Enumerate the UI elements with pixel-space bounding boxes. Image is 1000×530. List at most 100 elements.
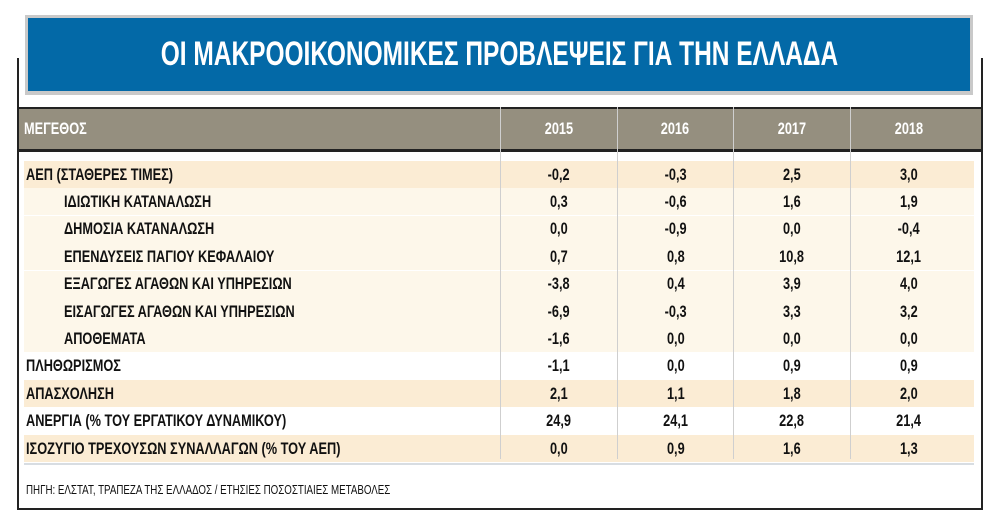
value-text: 2,1: [549, 383, 568, 403]
value-text: 0,0: [666, 356, 685, 376]
value-cell-2017: 1,6: [733, 435, 850, 462]
value-cell-2016: -0,6: [617, 188, 734, 215]
value-text: -0,3: [664, 301, 687, 321]
header-2017: 2017: [777, 119, 806, 138]
value-text: -0,2: [547, 164, 570, 184]
value-text: 2,0: [899, 383, 918, 403]
column-divider: [617, 107, 618, 459]
value-text: -6,9: [547, 301, 570, 321]
row-label: ΑΠΟΘΕΜΑΤΑ: [64, 328, 146, 348]
header-2016: 2016: [660, 119, 690, 138]
value-text: 0,0: [782, 328, 801, 348]
row-label: ΕΙΣΑΓΩΓΕΣ ΑΓΑΘΩΝ ΚΑΙ ΥΠΗΡΕΣΙΩΝ: [64, 301, 295, 321]
header-2015: 2015: [544, 119, 573, 138]
value-text: -0,3: [664, 164, 687, 184]
value-text: 24,1: [663, 411, 688, 431]
value-cell-2015: -0,2: [500, 161, 617, 188]
value-cell-2018: 2,0: [850, 380, 967, 407]
value-cell-2017: 1,8: [733, 380, 850, 407]
table-row: ΙΣΟΖΥΓΙΟ ΤΡΕΧΟΥΣΩΝ ΣΥΝΑΛΛΑΓΩΝ (% ΤΟΥ ΑΕΠ…: [24, 435, 974, 462]
value-text: -1,1: [547, 356, 570, 376]
table-bottom-rule: [24, 463, 974, 465]
table-row: ΑΕΠ (ΣΤΑΘΕΡΕΣ ΤΙΜΕΣ) -0,2 -0,3 2,5 3,0: [24, 161, 974, 188]
value-cell-2018: 1,9: [850, 188, 967, 215]
value-text: 21,4: [896, 411, 921, 431]
value-text: 1,1: [666, 383, 685, 403]
row-label: ΑΝΕΡΓΙΑ (% ΤΟΥ ΕΡΓΑΤΙΚΟΥ ΔΥΝΑΜΙΚΟΥ): [26, 411, 287, 431]
row-label: ΑΠΑΣΧΟΛΗΣΗ: [26, 383, 114, 403]
value-text: 0,8: [666, 246, 685, 266]
row-label: ΙΣΟΖΥΓΙΟ ΤΡΕΧΟΥΣΩΝ ΣΥΝΑΛΛΑΓΩΝ (% ΤΟΥ ΑΕΠ…: [26, 438, 341, 458]
value-text: 1,6: [782, 191, 801, 211]
value-cell-2018: 3,2: [850, 298, 967, 325]
value-cell-2016: 0,8: [617, 243, 734, 270]
value-cell-2016: -0,3: [617, 161, 734, 188]
row-label: ΔΗΜΟΣΙΑ ΚΑΤΑΝΑΛΩΣΗ: [64, 219, 215, 239]
value-cell-2017: 3,3: [733, 298, 850, 325]
value-cell-2017: 0,0: [733, 325, 850, 352]
table-row: ΑΠΟΘΕΜΑΤΑ -1,6 0,0 0,0 0,0: [24, 325, 974, 353]
header-measure: ΜΕΓΕΘΟΣ: [24, 119, 87, 138]
value-text: -0,4: [897, 219, 920, 239]
value-text: 10,8: [779, 246, 804, 266]
header-2018: 2018: [894, 119, 923, 138]
value-cell-2017: 2,5: [733, 161, 850, 188]
value-text: 0,7: [549, 246, 568, 266]
value-cell-2017: 3,9: [733, 271, 850, 298]
row-label: ΠΛΗΘΩΡΙΣΜΟΣ: [26, 356, 121, 376]
value-text: -1,6: [547, 328, 570, 348]
value-text: 0,0: [899, 328, 918, 348]
column-divider: [500, 107, 501, 459]
value-cell-2016: 0,9: [617, 435, 734, 462]
value-cell-2016: 0,4: [617, 271, 734, 298]
column-divider: [850, 107, 851, 459]
value-text: 0,9: [666, 438, 685, 458]
value-text: 0,4: [666, 274, 685, 294]
value-cell-2015: 24,9: [500, 408, 617, 435]
value-cell-2017: 10,8: [733, 243, 850, 270]
table-row: ΑΝΕΡΓΙΑ (% ΤΟΥ ΕΡΓΑΤΙΚΟΥ ΔΥΝΑΜΙΚΟΥ) 24,9 2…: [24, 408, 974, 435]
table-row: ΔΗΜΟΣΙΑ ΚΑΤΑΝΑΛΩΣΗ 0,0 -0,9 0,0 -0,4: [24, 215, 974, 243]
row-label: ΕΞΑΓΩΓΕΣ ΑΓΑΘΩΝ ΚΑΙ ΥΠΗΡΕΣΙΩΝ: [64, 274, 292, 294]
value-cell-2016: 0,0: [617, 353, 734, 380]
value-text: 0,9: [899, 356, 918, 376]
value-text: 1,6: [782, 438, 801, 458]
value-text: 12,1: [896, 246, 921, 266]
table-row: ΑΠΑΣΧΟΛΗΣΗ 2,1 1,1 1,8 2,0: [24, 380, 974, 408]
value-cell-2016: 0,0: [617, 325, 734, 352]
table-row: ΕΠΕΝΔΥΣΕΙΣ ΠΑΓΙΟΥ ΚΕΦΑΛΑΙΟΥ 0,7 0,8 10,8 12,…: [24, 243, 974, 271]
value-text: 0,0: [666, 328, 685, 348]
row-label: ΑΕΠ (ΣΤΑΘΕΡΕΣ ΤΙΜΕΣ): [26, 164, 174, 184]
value-cell-2015: -1,1: [500, 353, 617, 380]
value-text: 0,0: [549, 219, 568, 239]
value-text: 1,3: [899, 438, 918, 458]
row-label: ΙΔΙΩΤΙΚΗ ΚΑΤΑΝΑΛΩΣΗ: [64, 191, 212, 211]
value-cell-2018: 3,0: [850, 161, 967, 188]
value-cell-2018: 1,3: [850, 435, 967, 462]
value-text: 3,9: [782, 274, 801, 294]
value-cell-2015: -1,6: [500, 325, 617, 352]
value-cell-2017: 0,9: [733, 353, 850, 380]
value-cell-2015: 0,3: [500, 188, 617, 215]
value-cell-2017: 1,6: [733, 188, 850, 215]
value-text: 0,3: [549, 191, 568, 211]
value-cell-2016: -0,3: [617, 298, 734, 325]
value-text: 0,0: [549, 438, 568, 458]
value-cell-2015: 0,0: [500, 435, 617, 462]
value-cell-2015: -6,9: [500, 298, 617, 325]
value-cell-2016: 1,1: [617, 380, 734, 407]
value-cell-2015: 0,0: [500, 216, 617, 243]
value-cell-2018: 21,4: [850, 408, 967, 435]
column-divider: [733, 107, 734, 459]
value-text: 2,5: [782, 164, 801, 184]
source-note: ΠΗΓΗ: ΕΛΣΤΑΤ, ΤΡΑΠΕΖΑ ΤΗΣ ΕΛΛΑΔΟΣ / ΕΤΗΣ…: [26, 482, 391, 497]
table-row: ΙΔΙΩΤΙΚΗ ΚΑΤΑΝΑΛΩΣΗ 0,3 -0,6 1,6 1,9: [24, 188, 974, 216]
value-cell-2017: 0,0: [733, 216, 850, 243]
value-text: 3,2: [899, 301, 918, 321]
value-cell-2015: 2,1: [500, 380, 617, 407]
value-text: 22,8: [779, 411, 804, 431]
table-row: ΕΙΣΑΓΩΓΕΣ ΑΓΑΘΩΝ ΚΑΙ ΥΠΗΡΕΣΙΩΝ -6,9 -0,3 3,…: [24, 298, 974, 325]
table-frame: [17, 58, 983, 510]
value-text: -0,6: [664, 191, 687, 211]
value-cell-2016: -0,9: [617, 216, 734, 243]
